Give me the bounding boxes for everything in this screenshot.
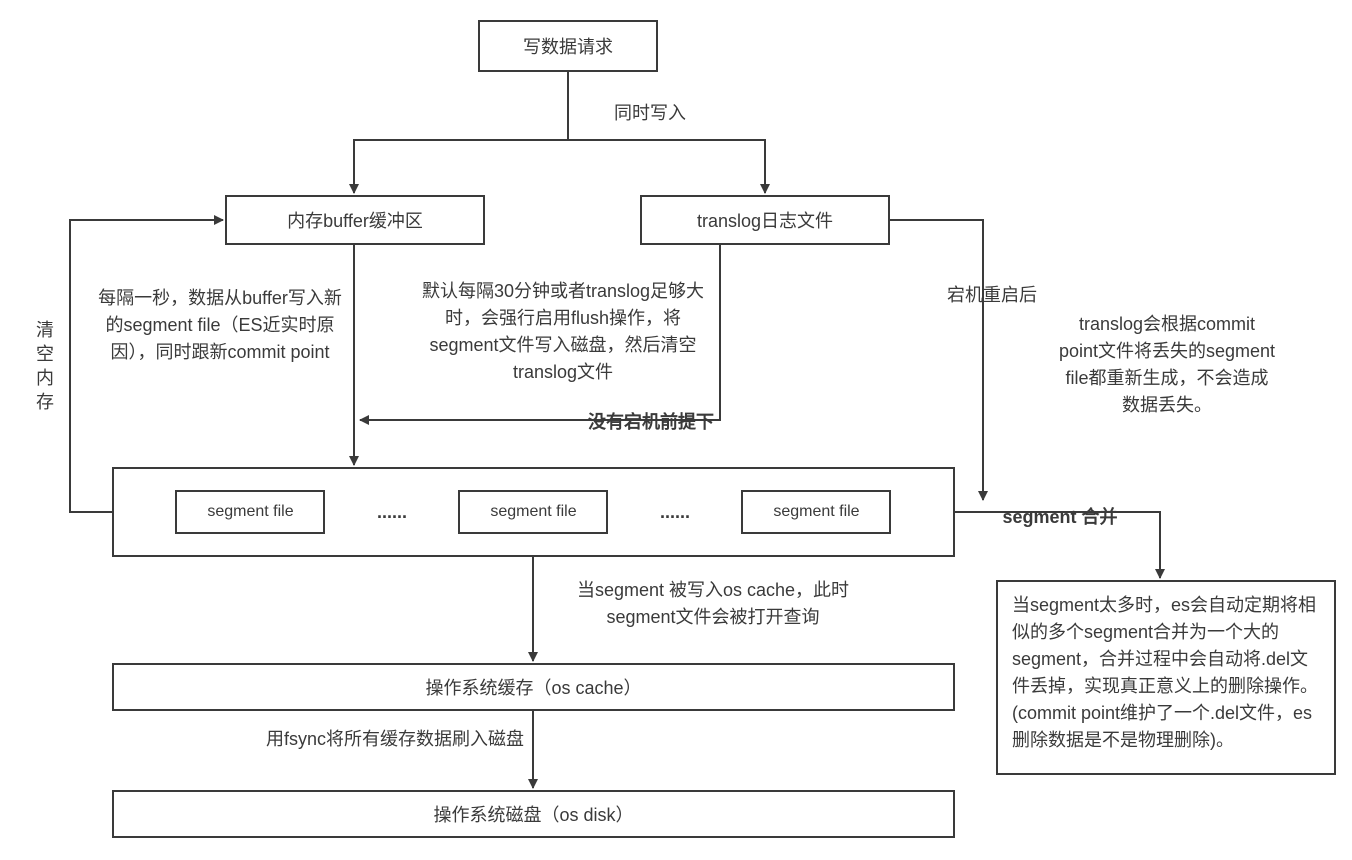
flowchart-canvas: 写数据请求 同时写入 内存buffer缓冲区 translog日志文件 清空内存… — [0, 0, 1352, 860]
label-write-both: 同时写入 — [590, 100, 710, 127]
label-flush-note: 默认每隔30分钟或者translog足够大时，会强行启用flush操作，将seg… — [418, 278, 708, 386]
label-translog-recover: translog会根据commit point文件将丢失的segment fil… — [1057, 311, 1277, 419]
node-merge-note-label: 当segment太多时，es会自动定期将相似的多个segment合并为一个大的s… — [1012, 592, 1320, 754]
dots-2: ...... — [660, 502, 690, 523]
node-translog: translog日志文件 — [640, 195, 890, 245]
label-seg-merge: segment 合并 — [985, 504, 1135, 531]
node-os-disk: 操作系统磁盘（os disk） — [112, 790, 955, 838]
node-segment-container: segment file ...... segment file ...... … — [112, 467, 955, 557]
node-buffer: 内存buffer缓冲区 — [225, 195, 485, 245]
node-write-request-label: 写数据请求 — [523, 33, 613, 59]
node-translog-label: translog日志文件 — [697, 207, 833, 233]
node-buffer-label: 内存buffer缓冲区 — [287, 207, 423, 233]
dots-1: ...... — [377, 502, 407, 523]
label-clear-memory: 清空内存 — [30, 320, 57, 416]
node-os-disk-label: 操作系统磁盘（os disk） — [433, 801, 633, 827]
label-buffer-to-seg: 每隔一秒，数据从buffer写入新的segment file（ES近实时原因），… — [90, 285, 350, 366]
node-os-cache: 操作系统缓存（os cache） — [112, 663, 955, 711]
label-seg-to-cache: 当segment 被写入os cache，此时segment文件会被打开查询 — [543, 577, 883, 631]
label-fsync: 用fsync将所有缓存数据刷入磁盘 — [240, 726, 550, 753]
node-segment-file-1: segment file — [175, 490, 325, 534]
label-no-crash: 没有宕机前提下 — [566, 409, 736, 436]
node-os-cache-label: 操作系统缓存（os cache） — [425, 674, 641, 700]
node-segment-file-2: segment file — [458, 490, 608, 534]
label-crash-restart: 宕机重启后 — [932, 282, 1052, 309]
node-merge-note: 当segment太多时，es会自动定期将相似的多个segment合并为一个大的s… — [996, 580, 1336, 775]
node-segment-file-3: segment file — [741, 490, 891, 534]
node-write-request: 写数据请求 — [478, 20, 658, 72]
